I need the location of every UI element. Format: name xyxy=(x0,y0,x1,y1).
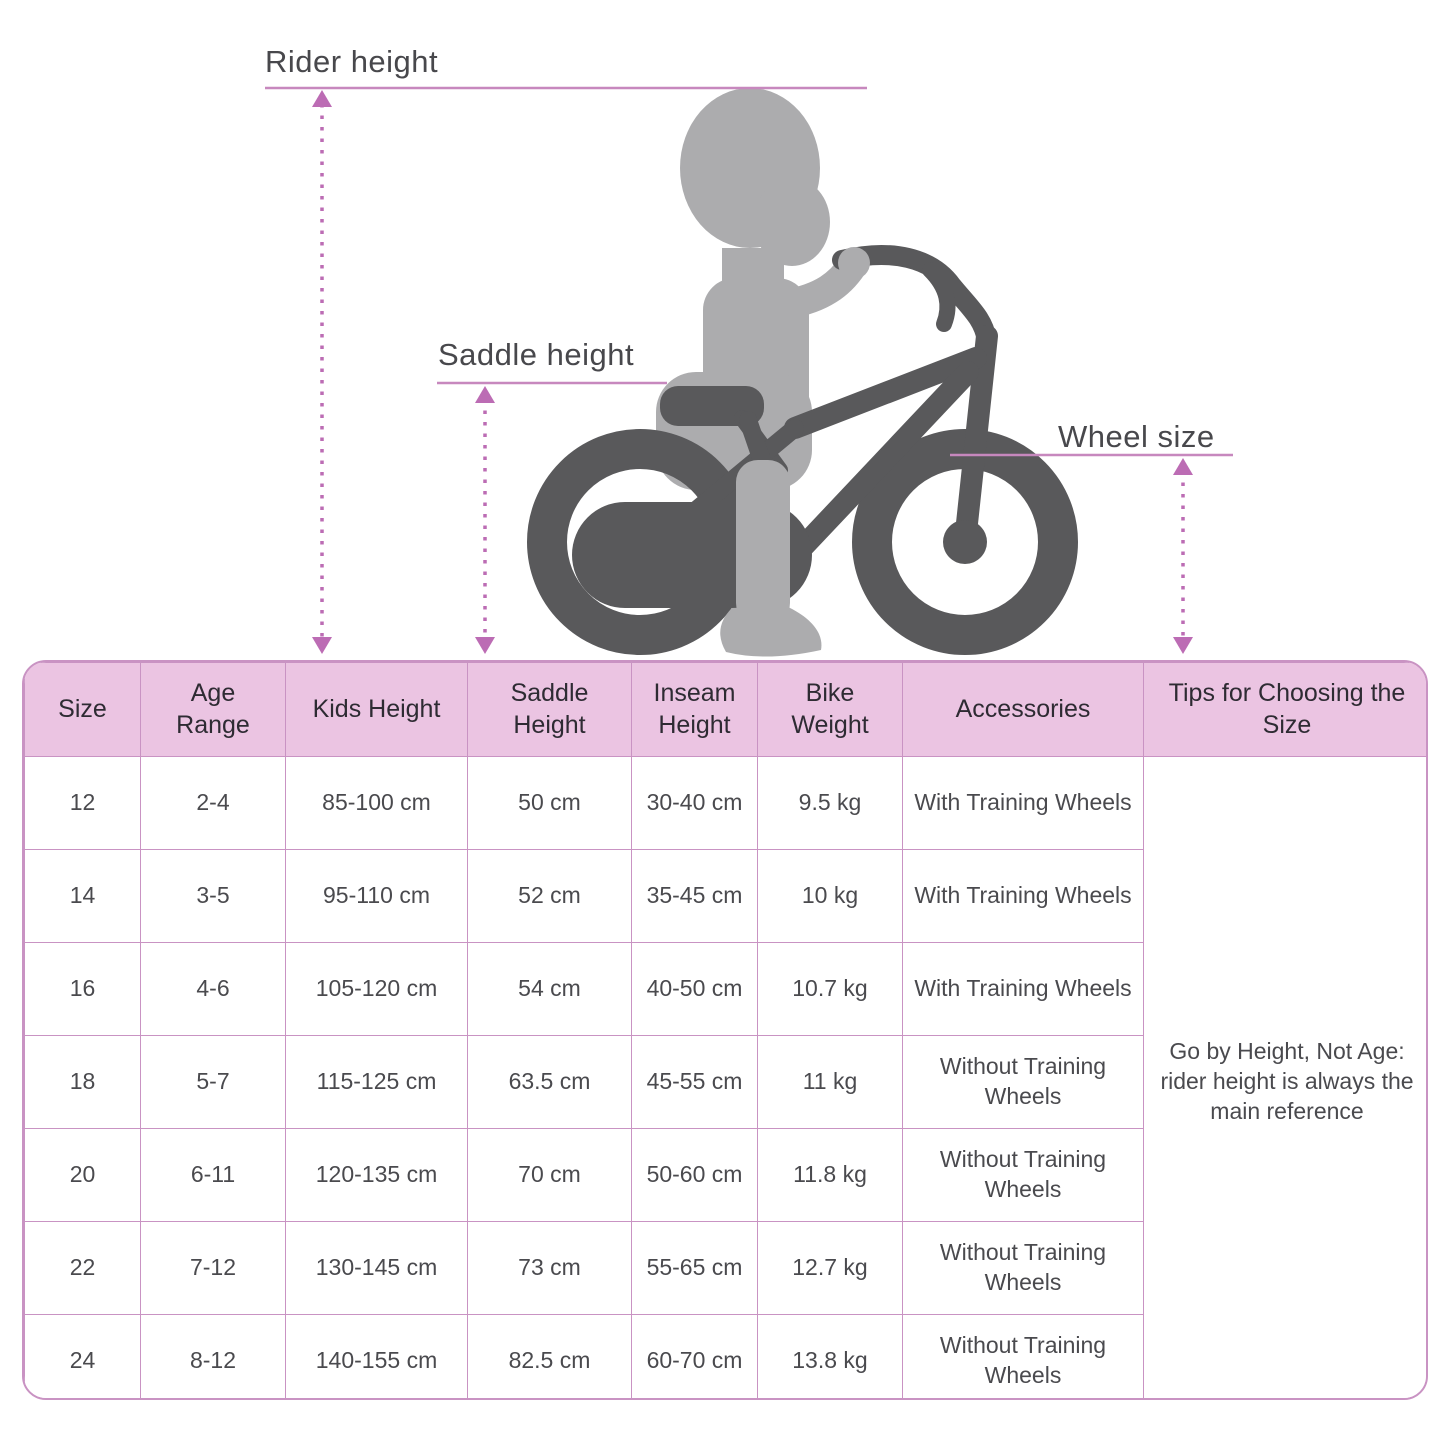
cell-size: 22 xyxy=(24,1221,141,1315)
cell-kids-height: 140-155 cm xyxy=(285,1314,468,1398)
cell-inseam: 60-70 cm xyxy=(631,1314,758,1398)
cell-accessories: Without Training Wheels xyxy=(902,1221,1144,1315)
cell-kids-height: 120-135 cm xyxy=(285,1128,468,1222)
col-header-accessories: Accessories xyxy=(902,662,1144,757)
rider-height-arrow xyxy=(312,90,332,654)
table-row: 22 7-12 130-145 cm 73 cm 55-65 cm 12.7 k… xyxy=(24,1221,1427,1315)
col-header-inseam-height: Inseam Height xyxy=(631,662,758,757)
rider-height-label: Rider height xyxy=(265,44,439,79)
cell-saddle: 73 cm xyxy=(467,1221,632,1315)
col-header-saddle-height: Saddle Height xyxy=(467,662,632,757)
cell-age: 3-5 xyxy=(140,849,286,943)
cell-accessories: Without Training Wheels xyxy=(902,1314,1144,1398)
col-header-age-range: Age Range xyxy=(140,662,286,757)
table-row: 16 4-6 105-120 cm 54 cm 40-50 cm 10.7 kg… xyxy=(24,942,1427,1036)
cell-inseam: 45-55 cm xyxy=(631,1035,758,1129)
size-chart-table: Size Age Range Kids Height Saddle Height… xyxy=(24,662,1427,1398)
bike-size-diagram xyxy=(265,86,1233,657)
cell-weight: 11 kg xyxy=(757,1035,903,1129)
cell-weight: 13.8 kg xyxy=(757,1314,903,1398)
cell-size: 14 xyxy=(24,849,141,943)
cell-weight: 10.7 kg xyxy=(757,942,903,1036)
cell-accessories: Without Training Wheels xyxy=(902,1128,1144,1222)
cell-accessories: With Training Wheels xyxy=(902,756,1144,850)
cell-kids-height: 115-125 cm xyxy=(285,1035,468,1129)
cell-age: 4-6 xyxy=(140,942,286,1036)
cell-inseam: 40-50 cm xyxy=(631,942,758,1036)
cell-size: 24 xyxy=(24,1314,141,1398)
table-row: 12 2-4 85-100 cm 50 cm 30-40 cm 9.5 kg W… xyxy=(24,756,1426,1398)
cell-age: 6-11 xyxy=(140,1128,286,1222)
cell-saddle: 70 cm xyxy=(467,1128,632,1222)
header-row: Size Age Range Kids Height Saddle Height… xyxy=(24,662,1426,757)
cell-inseam: 30-40 cm xyxy=(631,756,758,850)
cell-size: 20 xyxy=(24,1128,141,1222)
cell-kids-height: 130-145 cm xyxy=(285,1221,468,1315)
cell-weight: 9.5 kg xyxy=(757,756,903,850)
cell-saddle: 63.5 cm xyxy=(467,1035,632,1129)
child-leg-shoe xyxy=(720,247,870,657)
col-header-kids-height: Kids Height xyxy=(285,662,468,757)
cell-saddle: 52 cm xyxy=(467,849,632,943)
cell-weight: 10 kg xyxy=(757,849,903,943)
cell-age: 7-12 xyxy=(140,1221,286,1315)
cell-saddle: 50 cm xyxy=(467,756,632,850)
table-row: 18 5-7 115-125 cm 63.5 cm 45-55 cm 11 kg… xyxy=(24,1035,1427,1129)
cell-weight: 11.8 kg xyxy=(757,1128,903,1222)
cell-kids-height: 105-120 cm xyxy=(285,942,468,1036)
col-header-bike-weight: Bike Weight xyxy=(757,662,903,757)
col-header-tips: Tips for Choosing the Size xyxy=(1143,662,1426,757)
table-row: 24 8-12 140-155 cm 82.5 cm 60-70 cm 13.8… xyxy=(24,1314,1427,1398)
cell-size: 18 xyxy=(24,1035,141,1129)
cell-accessories: With Training Wheels xyxy=(902,942,1144,1036)
cell-weight: 12.7 kg xyxy=(757,1221,903,1315)
cell-size: 16 xyxy=(24,942,141,1036)
cell-size: 12 xyxy=(24,756,141,850)
cell-age: 5-7 xyxy=(140,1035,286,1129)
cell-age: 8-12 xyxy=(140,1314,286,1398)
cell-inseam: 55-65 cm xyxy=(631,1221,758,1315)
cell-tips-merged: Go by Height, Not Age: rider height is a… xyxy=(1143,756,1426,1398)
cell-kids-height: 95-110 cm xyxy=(285,849,468,943)
cell-accessories: With Training Wheels xyxy=(902,849,1144,943)
cell-inseam: 50-60 cm xyxy=(631,1128,758,1222)
cell-inseam: 35-45 cm xyxy=(631,849,758,943)
cell-kids-height: 85-100 cm xyxy=(285,756,468,850)
cell-saddle: 82.5 cm xyxy=(467,1314,632,1398)
saddle-height-arrow xyxy=(475,386,495,654)
size-chart-table-container: Size Age Range Kids Height Saddle Height… xyxy=(22,660,1428,1400)
wheel-size-label: Wheel size xyxy=(1058,419,1215,454)
measurement-lines xyxy=(265,86,1233,457)
cell-accessories: Without Training Wheels xyxy=(902,1035,1144,1129)
cell-saddle: 54 cm xyxy=(467,942,632,1036)
saddle-height-label: Saddle height xyxy=(438,337,635,372)
cell-age: 2-4 xyxy=(140,756,286,850)
table-row: 14 3-5 95-110 cm 52 cm 35-45 cm 10 kg Wi… xyxy=(24,849,1427,943)
wheel-size-arrow xyxy=(1173,458,1193,654)
col-header-size: Size xyxy=(24,662,141,757)
table-row: 20 6-11 120-135 cm 70 cm 50-60 cm 11.8 k… xyxy=(24,1128,1427,1222)
